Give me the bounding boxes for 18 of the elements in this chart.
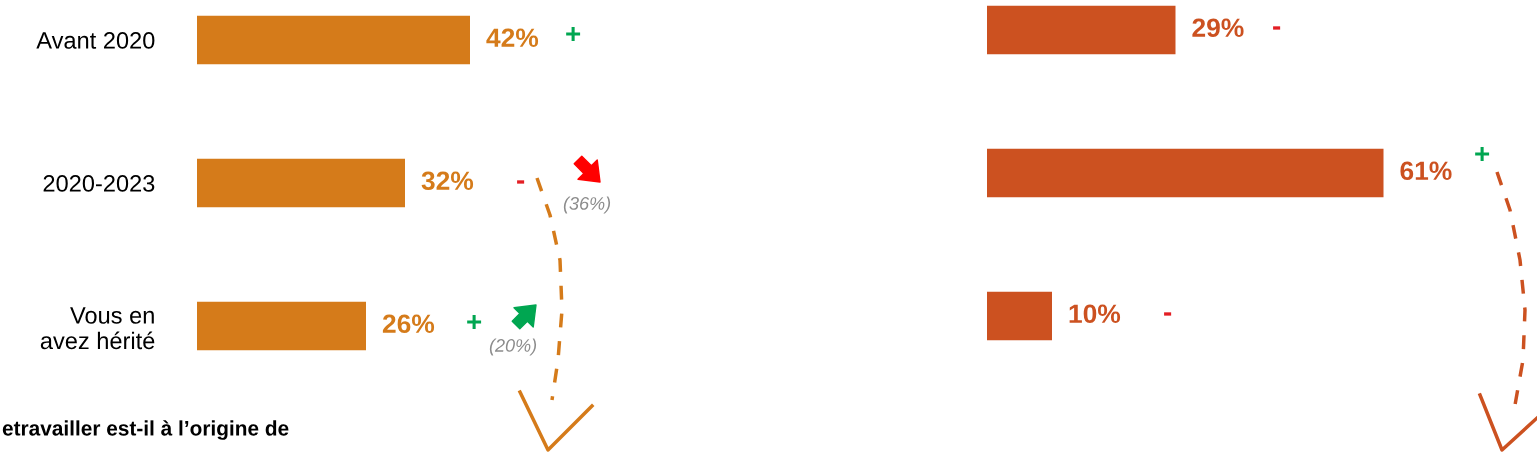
data-label: 61% [1400, 161, 1452, 181]
data-label: 29% [1192, 18, 1244, 38]
data-label: 10% [1069, 304, 1121, 324]
text: etravailler est-il à l’origine de [2, 420, 289, 440]
y-tick-label: Vous en avez hérité [40, 307, 155, 350]
data-label: 42% [486, 28, 539, 48]
annotation: - [1273, 26, 1281, 30]
text: (36%) [563, 196, 611, 214]
annotation: + [467, 314, 482, 329]
text: (20%) [489, 338, 537, 356]
text: - [517, 180, 525, 184]
text: + [566, 26, 581, 41]
data-label: 32% [421, 171, 474, 191]
data-label: 26% [382, 314, 435, 334]
y-tick-label: Avant 2020 [36, 32, 155, 49]
text: + [1475, 146, 1490, 161]
y-tick-label: 2020-2023 [43, 175, 155, 192]
annotation: - [1164, 312, 1172, 316]
